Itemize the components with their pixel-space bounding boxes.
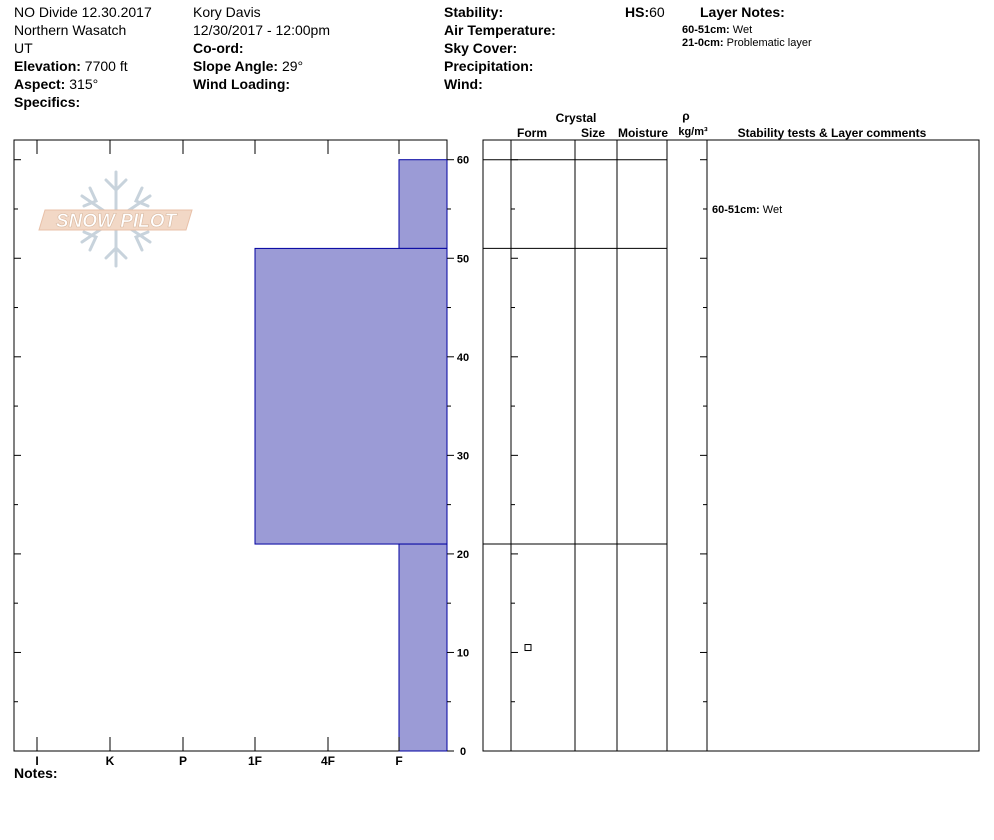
- layer-boundary-lines: [483, 159, 667, 545]
- wind-loading-row: Wind Loading:: [193, 75, 330, 93]
- layer-notes-title: Layer Notes:: [700, 3, 785, 21]
- wind-row: Wind:: [444, 75, 556, 93]
- layer-table-frame: [482, 139, 980, 752]
- precip-row: Precipitation:: [444, 57, 556, 75]
- grain-symbols: [524, 644, 532, 652]
- table-ticks: [511, 159, 707, 752]
- specifics-row: Specifics:: [14, 93, 152, 111]
- layer-note: 60-51cm: Wet: [682, 24, 812, 37]
- depth-axis-labels: 0 10 20 30 40 50 60: [457, 155, 469, 758]
- depth-tick-label: 40: [457, 352, 469, 364]
- aspect-value: 315°: [69, 76, 99, 92]
- comments-header: Stability tests & Layer comments: [738, 126, 927, 140]
- hardness-tick-label: 4F: [321, 754, 335, 768]
- wind-label: Wind:: [444, 76, 483, 92]
- density-symbol: ρ: [682, 109, 689, 123]
- hs-row: HS:60: [625, 3, 665, 21]
- depth-tick-label: 20: [457, 549, 469, 561]
- air-temp-label: Air Temperature:: [444, 22, 556, 38]
- layer-notes-list: 60-51cm: Wet 21-0cm: Problematic layer: [682, 24, 812, 50]
- aspect-label: Aspect:: [14, 76, 66, 92]
- layer-note-text: Wet: [732, 24, 753, 36]
- range-name: Northern Wasatch: [14, 22, 127, 38]
- form-header: Form: [517, 126, 547, 140]
- depth-tick-label: 50: [457, 253, 469, 265]
- snowpilot-logo: SNOW PILOT: [38, 170, 193, 268]
- hardness-tick-label: 1F: [248, 754, 262, 768]
- air-temp-row: Air Temperature:: [444, 21, 556, 39]
- density-unit: kg/m³: [678, 126, 708, 138]
- layer-comment-range: 60-51cm:: [712, 204, 763, 216]
- layer-comments: 60-51cm: Wet: [712, 204, 782, 216]
- coord-row: Co-ord:: [193, 39, 330, 57]
- slope-label: Slope Angle:: [193, 58, 279, 74]
- sky-cover-row: Sky Cover:: [444, 39, 556, 57]
- wind-loading-label: Wind Loading:: [193, 76, 291, 92]
- hardness-tick-label: P: [179, 754, 187, 768]
- layer-notes-label: Layer Notes:: [700, 4, 785, 20]
- hardness-bar: [254, 247, 448, 545]
- layer-table: 60-51cm: Wet: [482, 139, 980, 752]
- depth-tick-label: 0: [460, 746, 466, 758]
- layer-comment-text: Wet: [763, 204, 782, 216]
- layer-note: 21-0cm: Problematic layer: [682, 37, 812, 50]
- observation-datetime: 12/30/2017 - 12:00pm: [193, 22, 330, 38]
- hardness-bar: [398, 543, 448, 752]
- layer-note-range: 60-51cm:: [682, 24, 730, 36]
- site-title: NO Divide 12.30.2017: [14, 4, 152, 20]
- crystal-header: Crystal: [556, 111, 597, 125]
- depth-tick-label: 30: [457, 450, 469, 462]
- slope-row: Slope Angle: 29°: [193, 57, 330, 75]
- hardness-tick-label: F: [395, 754, 402, 768]
- hardness-bar: [398, 159, 448, 249]
- hardness-bars: [254, 159, 448, 752]
- layer-note-text: Problematic layer: [726, 37, 812, 49]
- observer-name: Kory Davis: [193, 4, 261, 20]
- coord-label: Co-ord:: [193, 40, 244, 56]
- state-name: UT: [14, 40, 33, 56]
- depth-tick-label: 60: [457, 155, 469, 167]
- elevation-value: 7700 ft: [84, 58, 128, 74]
- moisture-header: Moisture: [618, 126, 668, 140]
- stability-row: Stability:: [444, 3, 556, 21]
- hardness-axis-labels: I K P 1F 4F F: [35, 754, 402, 768]
- specifics-label: Specifics:: [14, 94, 81, 110]
- layer-comment: 60-51cm: Wet: [712, 204, 782, 216]
- precip-label: Precipitation:: [444, 58, 534, 74]
- hs-value: 60: [649, 4, 665, 20]
- elevation-label: Elevation:: [14, 58, 81, 74]
- size-header: Size: [581, 126, 605, 140]
- hs-label: HS:: [625, 4, 650, 20]
- hardness-tick-label: K: [106, 754, 115, 768]
- grain-form-symbol: [524, 644, 532, 652]
- sky-cover-label: Sky Cover:: [444, 40, 518, 56]
- depth-tick-label: 10: [457, 647, 469, 659]
- stability-label: Stability:: [444, 4, 504, 20]
- aspect-row: Aspect: 315°: [14, 75, 152, 93]
- hardness-ticks: [14, 140, 454, 752]
- layer-note-range: 21-0cm:: [682, 37, 724, 49]
- elevation-row: Elevation: 7700 ft: [14, 57, 152, 75]
- notes-label: Notes:: [14, 765, 58, 781]
- logo-text: SNOW PILOT: [56, 211, 178, 232]
- hardness-tick-label: I: [35, 754, 38, 768]
- slope-value: 29°: [281, 58, 304, 74]
